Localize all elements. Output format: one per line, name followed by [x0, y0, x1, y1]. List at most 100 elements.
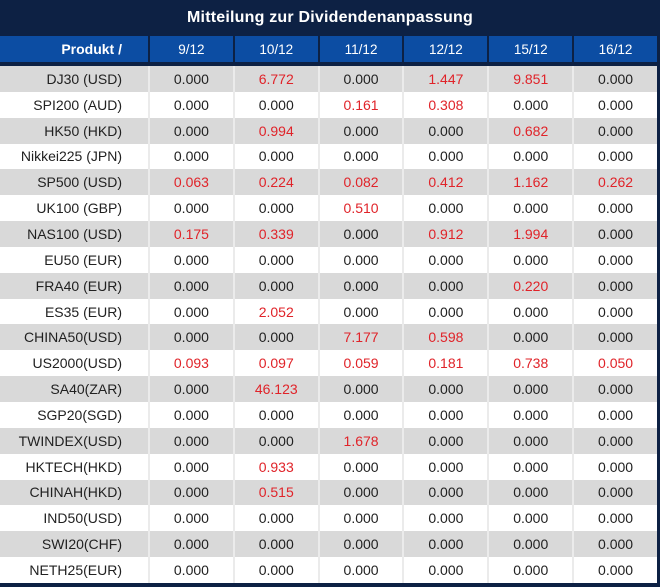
- table-row: HKTECH(HKD) 0.000 0.933 0.000 0.000 0.000 0.00…: [0, 453, 657, 480]
- dividend-value: 0.000: [487, 91, 573, 118]
- dividend-value: 0.000: [572, 298, 657, 325]
- table-row: CHINAH(HKD) 0.000 0.515 0.000 0.000 0.000 0.00…: [0, 479, 657, 506]
- dividend-value: 0.000: [487, 453, 573, 480]
- dividend-value: 0.220: [487, 272, 573, 299]
- dividend-value: 0.000: [572, 531, 657, 558]
- dividend-value: 0.738: [487, 350, 573, 377]
- dividend-value: 0.000: [232, 324, 318, 351]
- dividend-value: 0.000: [317, 221, 403, 247]
- dividend-value: 0.000: [487, 531, 573, 558]
- dividend-value: 0.000: [572, 505, 657, 532]
- dividend-value: 9.851: [487, 66, 573, 92]
- dividend-value: 0.000: [402, 479, 488, 506]
- dividend-value: 0.000: [487, 298, 573, 325]
- dividend-value: 0.059: [317, 350, 403, 377]
- table-row: SWI20(CHF) 0.000 0.000 0.000 0.000 0.000 0.000: [0, 531, 657, 558]
- dividend-value: 0.000: [317, 376, 403, 402]
- dividend-value: 0.000: [487, 479, 573, 506]
- dividend-value: 0.000: [487, 143, 573, 170]
- dividend-value: 0.000: [402, 117, 488, 144]
- dividend-value: 0.000: [317, 505, 403, 532]
- dividend-value: 0.000: [148, 531, 233, 558]
- dividend-value: 0.000: [402, 246, 488, 273]
- product-label: NAS100 (USD): [0, 221, 148, 247]
- dividend-value: 0.000: [402, 143, 488, 170]
- product-label: HK50 (HKD): [0, 117, 148, 144]
- dividend-value: 0.000: [402, 557, 488, 583]
- dividend-value: 0.000: [317, 246, 403, 273]
- product-label: TWINDEX(USD): [0, 427, 148, 454]
- dividend-value: 0.000: [148, 143, 233, 170]
- dividend-value: 0.000: [572, 376, 657, 402]
- dividend-value: 0.000: [148, 376, 233, 402]
- column-header-date: 10/12: [232, 36, 318, 62]
- dividend-value: 0.412: [402, 169, 488, 196]
- dividend-value: 0.000: [317, 66, 403, 92]
- table-row: DJ30 (USD) 0.000 6.772 0.000 1.447 9.851 0.000: [0, 66, 657, 92]
- dividend-value: 0.000: [572, 557, 657, 583]
- dividend-value: 1.447: [402, 66, 488, 92]
- dividend-value: 0.000: [572, 91, 657, 118]
- table-row: SPI200 (AUD) 0.000 0.000 0.161 0.308 0.000 0.0…: [0, 91, 657, 118]
- dividend-value: 0.000: [572, 453, 657, 480]
- dividend-value: 0.000: [148, 195, 233, 222]
- table-row: SA40(ZAR) 0.000 46.123 0.000 0.000 0.000 0.000: [0, 376, 657, 402]
- dividend-value: 0.000: [148, 66, 233, 92]
- dividend-value: 0.000: [402, 195, 488, 222]
- dividend-value: 0.000: [317, 479, 403, 506]
- dividend-value: 0.598: [402, 324, 488, 351]
- column-header-date: 16/12: [572, 36, 657, 62]
- dividend-value: 0.000: [148, 401, 233, 428]
- dividend-value: 0.000: [487, 505, 573, 532]
- table-row: FRA40 (EUR) 0.000 0.000 0.000 0.000 0.220 0.00…: [0, 272, 657, 299]
- table-row: NETH25(EUR) 0.000 0.000 0.000 0.000 0.000 0.00…: [0, 557, 657, 583]
- dividend-value: 7.177: [317, 324, 403, 351]
- dividend-value: 0.000: [487, 401, 573, 428]
- table-row: EU50 (EUR) 0.000 0.000 0.000 0.000 0.000 0.000: [0, 246, 657, 273]
- dividend-value: 0.000: [572, 401, 657, 428]
- dividend-value: 0.510: [317, 195, 403, 222]
- product-label: HKTECH(HKD): [0, 453, 148, 480]
- dividend-value: 0.000: [148, 324, 233, 351]
- dividend-value: 0.000: [487, 324, 573, 351]
- dividend-value: 2.052: [232, 298, 318, 325]
- dividend-value: 0.000: [572, 427, 657, 454]
- dividend-value: 0.000: [232, 427, 318, 454]
- table-row: US2000(USD) 0.093 0.097 0.059 0.181 0.738 0.05…: [0, 350, 657, 377]
- dividend-value: 46.123: [232, 376, 318, 402]
- dividend-value: 0.000: [148, 557, 233, 583]
- dividend-value: 0.933: [232, 453, 318, 480]
- dividend-value: 0.000: [487, 557, 573, 583]
- column-header-date: 11/12: [317, 36, 403, 62]
- dividend-value: 0.000: [402, 376, 488, 402]
- dividend-value: 1.678: [317, 427, 403, 454]
- dividend-value: 0.000: [148, 91, 233, 118]
- dividend-value: 0.000: [232, 272, 318, 299]
- table-row: NAS100 (USD) 0.175 0.339 0.000 0.912 1.994 0.0…: [0, 221, 657, 247]
- product-label: SP500 (USD): [0, 169, 148, 196]
- product-label: CHINA50(USD): [0, 324, 148, 351]
- dividend-value: 0.000: [402, 427, 488, 454]
- dividend-value: 1.162: [487, 169, 573, 196]
- dividend-value: 0.515: [232, 479, 318, 506]
- product-label: DJ30 (USD): [0, 66, 148, 92]
- table-row: CHINA50(USD) 0.000 0.000 7.177 0.598 0.000 0.0…: [0, 324, 657, 351]
- dividend-value: 0.000: [148, 246, 233, 273]
- dividend-value: 0.000: [402, 298, 488, 325]
- dividend-value: 0.181: [402, 350, 488, 377]
- dividend-value: 0.000: [402, 401, 488, 428]
- dividend-value: 0.000: [232, 246, 318, 273]
- dividend-value: 0.161: [317, 91, 403, 118]
- table-row: IND50(USD) 0.000 0.000 0.000 0.000 0.000 0.000: [0, 505, 657, 532]
- dividend-value: 0.000: [402, 453, 488, 480]
- dividend-value: 0.082: [317, 169, 403, 196]
- product-label: CHINAH(HKD): [0, 479, 148, 506]
- dividend-value: 0.000: [317, 557, 403, 583]
- dividend-value: 0.000: [402, 505, 488, 532]
- product-label: SWI20(CHF): [0, 531, 148, 558]
- dividend-value: 0.224: [232, 169, 318, 196]
- dividend-value: 0.000: [487, 246, 573, 273]
- dividend-value: 0.000: [148, 117, 233, 144]
- product-label: US2000(USD): [0, 350, 148, 377]
